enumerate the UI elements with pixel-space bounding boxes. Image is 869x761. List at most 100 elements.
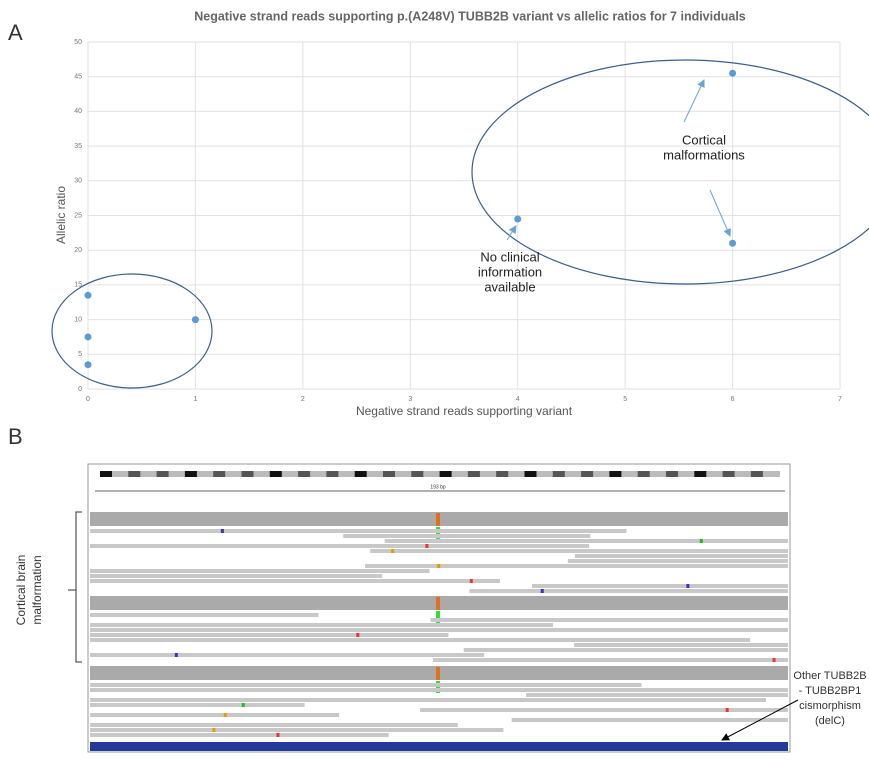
read <box>90 653 484 657</box>
group-ellipse <box>52 274 212 388</box>
read <box>90 633 448 637</box>
read <box>90 623 553 627</box>
read <box>343 534 590 538</box>
bracket-label: Cortical brain <box>14 555 28 626</box>
band <box>157 471 169 477</box>
read <box>568 559 788 563</box>
read <box>532 584 788 588</box>
read <box>365 564 788 568</box>
y-tick-label: 45 <box>74 74 82 81</box>
bracket-label: malformation <box>30 555 44 624</box>
band <box>553 471 565 477</box>
note: Other TUBB2B <box>793 670 866 682</box>
read <box>90 713 339 717</box>
panel-label: A <box>8 20 23 45</box>
x-tick-label: 2 <box>301 396 305 403</box>
band <box>609 471 621 477</box>
mismatch <box>276 733 279 737</box>
band <box>411 471 423 477</box>
mismatch <box>726 708 729 712</box>
read <box>90 574 382 578</box>
read <box>433 658 788 662</box>
variant-cov <box>436 667 440 680</box>
band <box>723 471 735 477</box>
read <box>90 613 319 617</box>
read <box>430 618 788 622</box>
note: cismorphism <box>799 700 861 712</box>
mismatch <box>773 658 776 662</box>
y-tick-label: 35 <box>74 143 82 150</box>
read <box>90 728 503 732</box>
annotation: information <box>478 264 542 279</box>
read <box>420 708 788 712</box>
read <box>90 638 750 642</box>
annotation: malformations <box>663 147 745 162</box>
y-axis-label: Allelic ratio <box>54 186 68 244</box>
x-axis-label: Negative strand reads supporting variant <box>356 404 573 418</box>
band <box>185 471 197 477</box>
y-tick-label: 25 <box>74 212 82 219</box>
y-tick-label: 5 <box>78 351 82 358</box>
x-tick-label: 6 <box>731 396 735 403</box>
point <box>85 361 92 368</box>
sequence <box>90 742 788 751</box>
read <box>574 643 788 647</box>
variant-cov <box>436 597 440 610</box>
arrow <box>684 80 704 122</box>
mismatch <box>541 589 544 593</box>
x-tick-label: 1 <box>193 396 197 403</box>
read <box>90 579 500 583</box>
band <box>496 471 508 477</box>
y-tick-label: 20 <box>74 247 82 254</box>
read <box>90 698 766 702</box>
x-tick-label: 4 <box>516 396 520 403</box>
mismatch <box>175 653 178 657</box>
read <box>385 539 788 543</box>
annotation: No clinical <box>480 249 539 264</box>
point <box>729 70 736 77</box>
read <box>90 529 626 533</box>
point <box>192 316 199 323</box>
band <box>581 471 593 477</box>
read <box>469 589 788 593</box>
band <box>638 471 650 477</box>
read <box>464 648 788 652</box>
arrow <box>710 190 730 236</box>
mismatch <box>212 728 215 732</box>
band <box>751 471 763 477</box>
annotation: available <box>484 279 535 294</box>
note: - TUBB2BP1 <box>799 685 862 697</box>
read <box>90 628 788 632</box>
read <box>90 733 389 737</box>
x-tick-label: 3 <box>408 396 412 403</box>
annotation: Cortical <box>682 132 726 147</box>
mismatch <box>686 584 689 588</box>
band <box>128 471 140 477</box>
mismatch <box>700 539 703 543</box>
read <box>512 718 788 722</box>
point <box>729 240 736 247</box>
point <box>514 215 521 222</box>
arrow <box>507 226 516 240</box>
band <box>525 471 537 477</box>
mismatch <box>391 549 394 553</box>
point <box>85 292 92 299</box>
band <box>440 471 452 477</box>
mismatch <box>425 544 428 548</box>
figure: A B Negative strand reads supporting p.(… <box>0 0 869 761</box>
band <box>270 471 282 477</box>
band <box>213 471 225 477</box>
bp-label: 193 bp <box>430 484 446 490</box>
band <box>666 471 678 477</box>
band <box>242 471 254 477</box>
mismatch <box>224 713 227 717</box>
point <box>85 333 92 340</box>
band <box>326 471 338 477</box>
y-tick-label: 40 <box>74 108 82 115</box>
x-tick-label: 7 <box>838 396 842 403</box>
read <box>90 544 589 548</box>
band <box>298 471 310 477</box>
read <box>90 683 641 687</box>
band <box>383 471 395 477</box>
panel-label: B <box>8 424 23 449</box>
